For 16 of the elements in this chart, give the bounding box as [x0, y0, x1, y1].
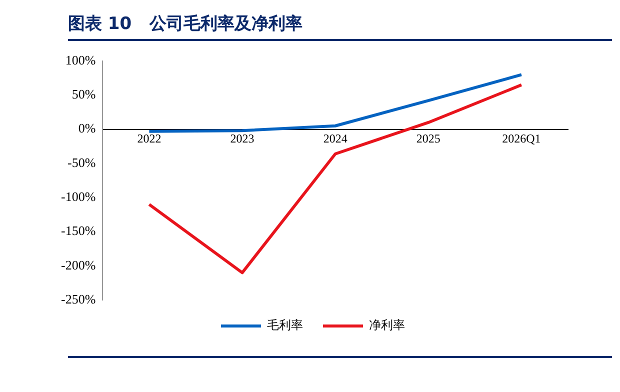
x-tick-label: 2023 — [230, 132, 254, 146]
legend-label: 净利率 — [369, 318, 405, 332]
y-tick-label: 50% — [72, 86, 96, 102]
y-tick-label: -50% — [67, 154, 96, 170]
chart-title: 图表 10 公司毛利率及净利率 — [67, 13, 304, 36]
y-tick-label: -250% — [60, 291, 96, 306]
x-tick-label: 2024 — [323, 132, 348, 146]
y-tick-label: -200% — [60, 257, 96, 272]
y-tick-label: 100% — [65, 52, 96, 68]
x-tick-label: 2026Q1 — [502, 132, 541, 146]
y-tick-label: 0% — [78, 120, 96, 136]
y-tick-label: -100% — [60, 188, 96, 204]
y-tick-label: -150% — [60, 223, 96, 238]
x-tick-label: 2025 — [416, 132, 440, 146]
legend-label: 毛利率 — [267, 318, 303, 332]
x-tick-label: 2022 — [137, 132, 162, 146]
